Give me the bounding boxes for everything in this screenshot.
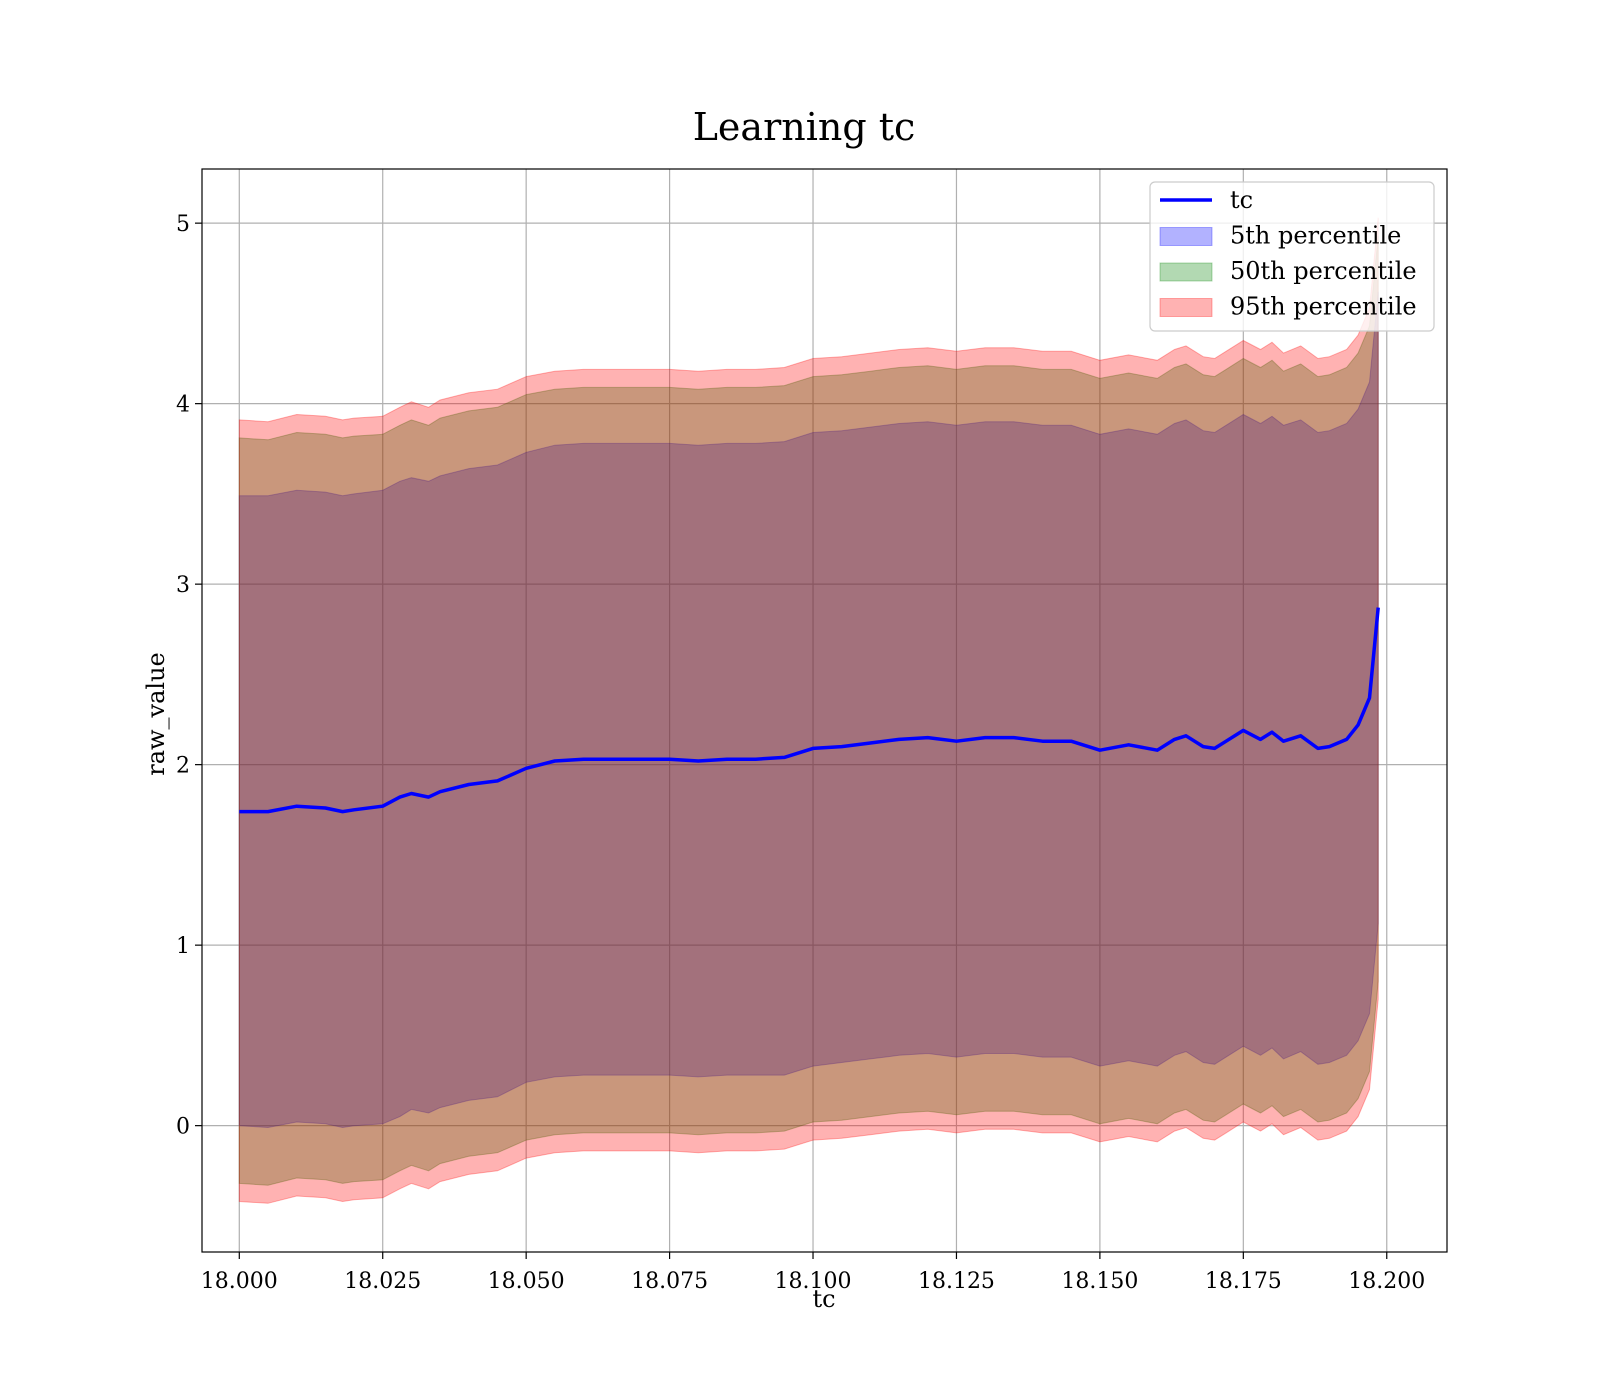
x-tick-label: 18.075 [631,1269,708,1294]
x-tick-label: 18.175 [1205,1269,1282,1294]
legend-swatch-patch [1159,227,1213,246]
y-tick-label: 3 [176,573,190,598]
x-tick-label: 18.025 [344,1269,421,1294]
series-line-tc [239,607,1380,814]
axis-ticks: 18.000 18.025 18.050 18.075 18.100 18.125 18.1… [176,212,1425,1294]
x-axis-label: tc [812,1285,835,1313]
legend-label: 50th percentile [1230,257,1417,285]
y-tick-label: 2 [176,754,190,779]
percentile-bands [238,217,1379,1204]
y-tick-label: 0 [176,1115,190,1140]
band-5th-percentile [238,291,1379,1129]
y-tick-label: 5 [176,212,190,237]
y-tick-label: 1 [176,934,190,959]
chart-title: Learning tc [693,105,916,149]
y-tick-label: 4 [176,393,190,418]
plot-frame [201,168,1448,1253]
legend-label: 95th percentile [1230,293,1417,321]
y-axis-label: raw_value [142,652,170,776]
x-tick-label: 18.100 [775,1269,852,1294]
x-tick-label: 18.150 [1061,1269,1138,1294]
legend-swatch-patch [1159,262,1213,282]
band-50th-percentile [238,235,1379,1186]
x-tick-label: 18.050 [488,1269,565,1294]
series-lines [239,607,1380,814]
x-tick-label: 18.125 [918,1269,995,1294]
legend-box [1149,181,1435,332]
legend: tc 5th percentile 50th percentile 95th perc… [1149,181,1435,332]
legend-label: 5th percentile [1230,222,1401,250]
legend-swatch-patch [1159,298,1213,317]
legend-label: tc [1230,186,1253,214]
x-tick-label: 18.000 [201,1269,278,1294]
x-tick-label: 18.200 [1348,1269,1425,1294]
band-95th-percentile [238,217,1379,1204]
grid [202,169,1447,1252]
